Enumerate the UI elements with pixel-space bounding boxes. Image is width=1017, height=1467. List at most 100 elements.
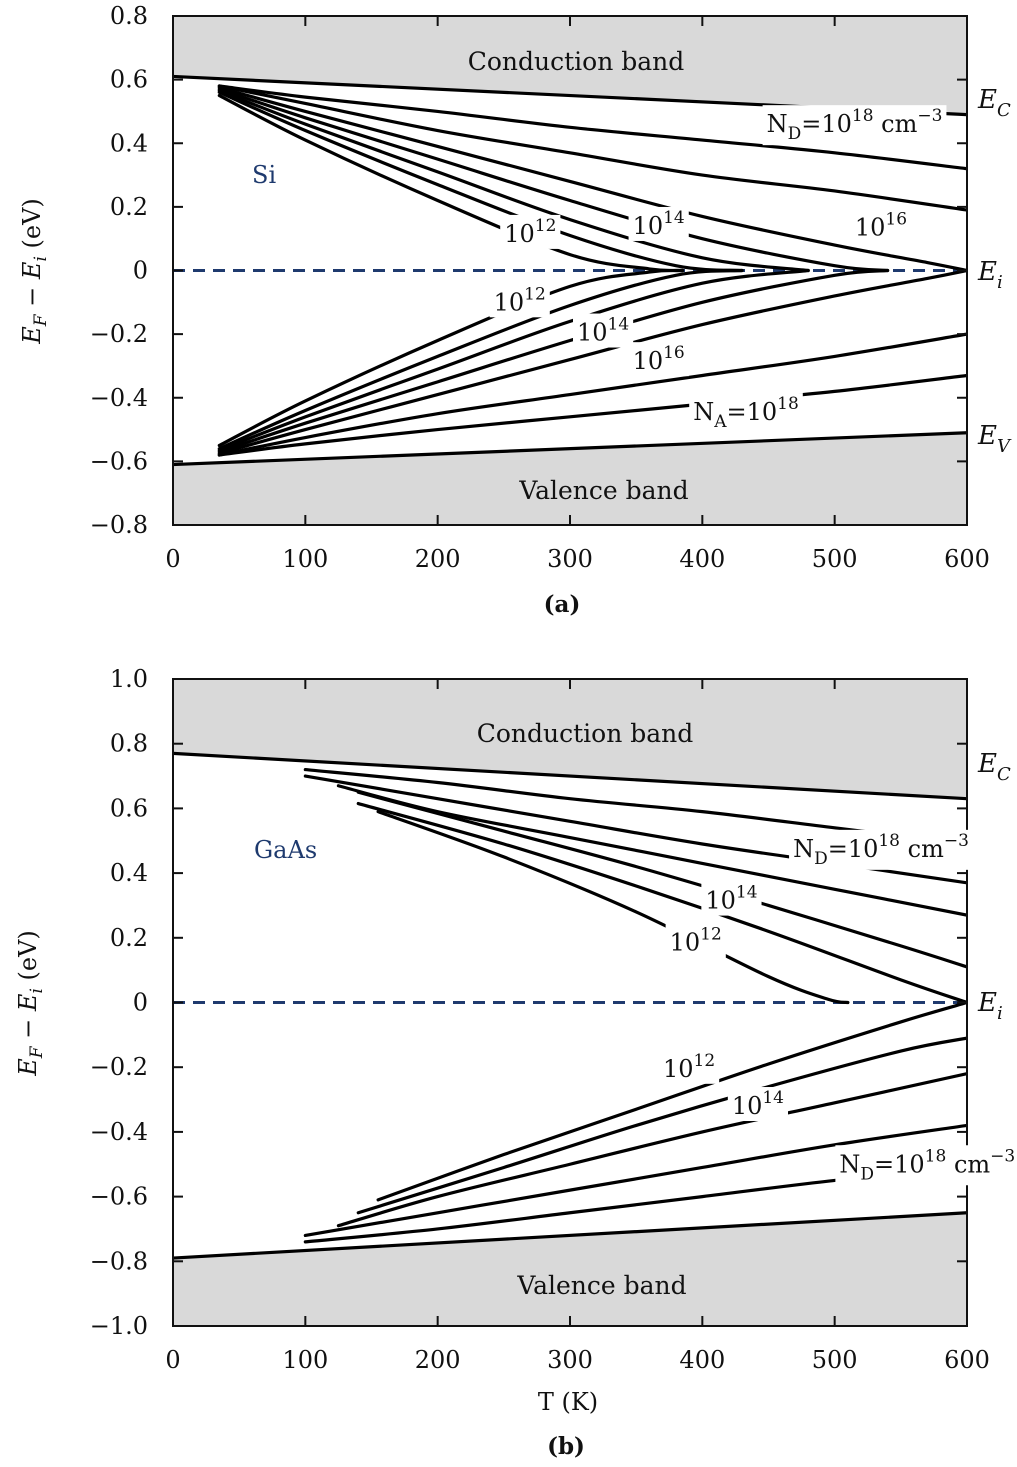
y-tick-label: 0.8 bbox=[110, 730, 148, 758]
curve-annotation: 1014 bbox=[705, 883, 757, 915]
fermi-level-curve bbox=[217, 373, 967, 457]
label-background bbox=[500, 214, 561, 249]
curve-annotation: 1012 bbox=[494, 284, 546, 316]
fermi-level-curve bbox=[217, 268, 685, 448]
x-tick-label: 500 bbox=[812, 1346, 858, 1374]
y-tick-label: −1.0 bbox=[90, 1312, 148, 1340]
panel-label-b: (b) bbox=[547, 1433, 585, 1460]
x-tick-label: 200 bbox=[415, 1346, 461, 1374]
fermi-level-curve bbox=[217, 268, 967, 456]
label-background bbox=[628, 342, 689, 377]
label-background bbox=[727, 1087, 789, 1122]
y-axis-label-a: EF − Ei (eV) bbox=[18, 198, 51, 345]
chart-panel-b: 0 100 200 300 400 500 600 1.0 0.8 0.6 0.4 0.2 0 −0.2 −… bbox=[14, 665, 1017, 1460]
y-tick-label: −0.2 bbox=[90, 320, 148, 348]
ec-label-a: EC bbox=[977, 85, 1011, 121]
material-label-b: GaAs bbox=[254, 836, 317, 864]
x-tick-label: 0 bbox=[165, 1346, 180, 1374]
label-background bbox=[689, 393, 803, 434]
fermi-level-curve bbox=[336, 784, 967, 917]
fermi-level-curve bbox=[303, 1123, 967, 1238]
fermi-level-curve bbox=[217, 85, 967, 273]
label-background bbox=[835, 1145, 1017, 1186]
conduction-band-edge bbox=[173, 751, 967, 801]
fermi-level-curve bbox=[217, 268, 890, 454]
ei-label-a: Ei bbox=[977, 257, 1003, 293]
x-tick-label: 400 bbox=[679, 545, 725, 573]
fermi-level-curve bbox=[217, 87, 890, 273]
y-tick-label: 0.4 bbox=[110, 859, 148, 887]
fermi-level-curve bbox=[217, 90, 744, 273]
fermi-level-curve bbox=[356, 1036, 967, 1215]
x-tick-label: 400 bbox=[679, 1346, 725, 1374]
y-tick-label: 0 bbox=[133, 257, 148, 285]
fermi-level-curve bbox=[376, 1000, 967, 1202]
y-tick-label: 0.6 bbox=[110, 794, 148, 822]
label-background bbox=[659, 1049, 720, 1084]
x-tick-label: 300 bbox=[547, 545, 593, 573]
curve-annotation: ND=1018 cm−3 bbox=[793, 831, 969, 869]
y-tick-label: 0.2 bbox=[110, 193, 148, 221]
curve-annotation: 1014 bbox=[732, 1088, 784, 1120]
conduction-band-label-b: Conduction band bbox=[477, 719, 694, 748]
ev-label-a: EV bbox=[977, 421, 1012, 457]
fermi-level-curve bbox=[217, 89, 810, 273]
y-tick-label: 0 bbox=[133, 989, 148, 1017]
curve-annotation: 1012 bbox=[663, 1051, 715, 1083]
label-background bbox=[572, 313, 634, 348]
x-tick-label: 0 bbox=[165, 545, 180, 573]
fermi-level-curve bbox=[356, 801, 967, 1005]
x-tick-label: 100 bbox=[282, 1346, 328, 1374]
svg-text:EF − Ei (eV): EF − Ei (eV) bbox=[14, 930, 47, 1077]
fermi-level-curve bbox=[376, 810, 850, 1005]
fermi-level-curve bbox=[217, 93, 685, 273]
valence-band-edge bbox=[173, 431, 967, 467]
ei-label-b: Ei bbox=[977, 988, 1003, 1024]
x-axis-label-b: T (K) bbox=[538, 1388, 598, 1416]
conduction-band-region bbox=[173, 679, 967, 799]
panel-label-a: (a) bbox=[544, 591, 581, 618]
conduction-band-region bbox=[173, 16, 967, 115]
y-tick-label: 0.8 bbox=[110, 2, 148, 30]
x-tick-label: 200 bbox=[415, 545, 461, 573]
x-tick-label: 600 bbox=[944, 1346, 990, 1374]
svg-text:EF − Ei (eV): EF − Ei (eV) bbox=[18, 198, 51, 345]
fermi-level-curve bbox=[217, 84, 967, 212]
curve-annotation: 1016 bbox=[633, 343, 685, 375]
fermi-level-curve bbox=[336, 1072, 967, 1228]
curve-annotation: ND=1018 cm−3 bbox=[767, 106, 943, 144]
fermi-level-curve bbox=[217, 268, 810, 452]
valence-band-region bbox=[173, 1212, 967, 1326]
curve-annotation: 1014 bbox=[577, 315, 629, 347]
label-background bbox=[850, 208, 912, 243]
y-axis-label-b: EF − Ei (eV) bbox=[14, 930, 47, 1077]
curve-annotation: 1012 bbox=[504, 216, 556, 248]
curve-annotation: NA=1018 bbox=[693, 394, 799, 432]
y-tick-label: −0.6 bbox=[90, 1183, 148, 1211]
y-tick-label: 1.0 bbox=[110, 665, 148, 693]
label-background bbox=[489, 283, 550, 318]
y-tick-label: −0.4 bbox=[90, 1118, 148, 1146]
chart-panel-a: 0 100 200 300 400 500 600 0.8 0.6 0.4 0.2 0 −0.2 −0.4… bbox=[18, 2, 1012, 618]
curve-annotation: 1012 bbox=[670, 925, 722, 957]
x-tick-label: 300 bbox=[547, 1346, 593, 1374]
label-background bbox=[701, 881, 762, 916]
fermi-level-curve bbox=[303, 767, 967, 846]
fermi-level-curve bbox=[217, 84, 967, 171]
ec-label-b: EC bbox=[977, 749, 1011, 785]
x-tick-label: 500 bbox=[812, 545, 858, 573]
label-background bbox=[665, 923, 726, 958]
fermi-level-curve bbox=[217, 332, 967, 457]
curve-annotation: ND=1018 cm−3 bbox=[839, 1146, 1015, 1184]
valence-band-edge bbox=[173, 1211, 967, 1260]
conduction-band-label-a: Conduction band bbox=[468, 47, 685, 76]
label-background bbox=[628, 206, 689, 241]
label-background bbox=[789, 829, 973, 870]
y-tick-label: −0.8 bbox=[90, 511, 148, 539]
y-tick-label: −0.8 bbox=[90, 1247, 148, 1275]
fermi-level-curve bbox=[217, 268, 744, 451]
y-tick-label: −0.4 bbox=[90, 384, 148, 412]
curve-annotation: 1016 bbox=[855, 210, 907, 242]
y-tick-label: −0.6 bbox=[90, 447, 148, 475]
